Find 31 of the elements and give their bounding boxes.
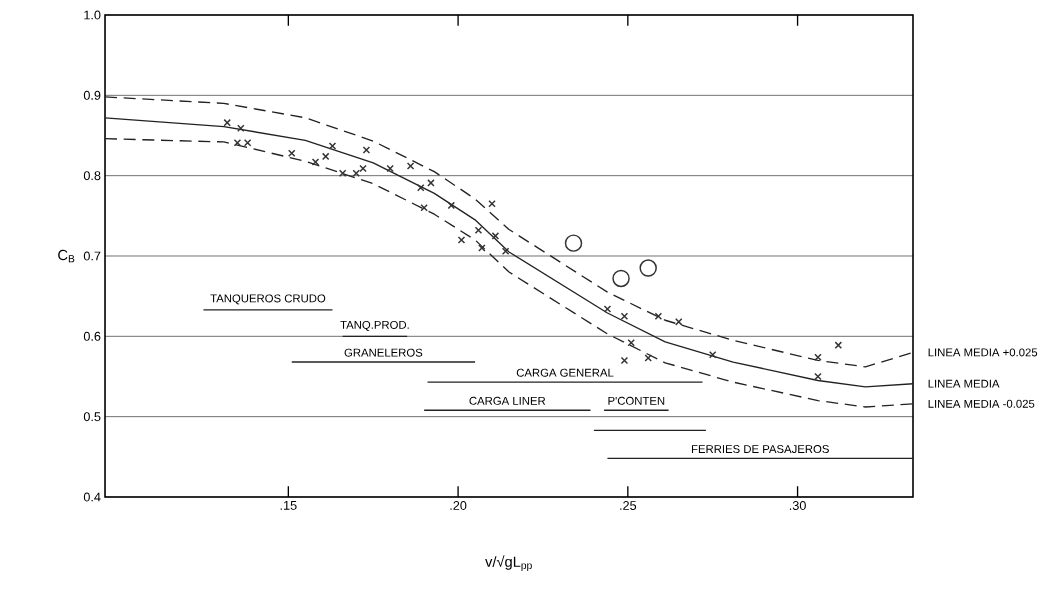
series-label: TANQUEROS CRUDO <box>210 294 326 305</box>
x-tick-label: .30 <box>789 501 806 510</box>
point <box>427 179 435 187</box>
y-tick-label: 0.6 <box>83 331 101 341</box>
y-tick-label: 0.7 <box>83 251 101 261</box>
y-axis-title: C$_{B}$ <box>58 249 75 263</box>
series-label: FERRIES DE PASAJEROS <box>691 445 829 454</box>
series-label: GRANELEROS <box>344 348 423 357</box>
point <box>639 259 657 277</box>
y-tick-label: 0.8 <box>83 171 101 181</box>
x-tick-label: .15 <box>280 501 297 510</box>
series-label: LINEA MEDIA -0.025 <box>928 399 1035 408</box>
y-tick-label: 0.4 <box>83 492 101 502</box>
y-tick-label: 0.5 <box>83 412 101 422</box>
x-tick-label: .20 <box>450 501 467 510</box>
series-label: LINEA MEDIA <box>928 379 1000 388</box>
point <box>564 234 583 252</box>
series-label: CARGA GENERAL <box>516 368 614 377</box>
series-label: TANQ.PROD. <box>340 320 409 331</box>
series-label: LINEA MEDIA +0.025 <box>928 348 1038 357</box>
x-tick-label: .25 <box>620 501 637 510</box>
point <box>627 338 635 347</box>
point <box>416 183 425 192</box>
point <box>620 356 629 365</box>
y-tick-label: 1.0 <box>84 10 101 20</box>
point <box>612 269 630 288</box>
y-tick-label: 0.9 <box>83 90 101 100</box>
point <box>352 169 360 177</box>
x-axis-title: v/√gL$_{pp}$ <box>485 555 532 572</box>
series-label: CARGA LINER <box>469 396 546 405</box>
series-label: P'CONTEN <box>608 396 665 405</box>
